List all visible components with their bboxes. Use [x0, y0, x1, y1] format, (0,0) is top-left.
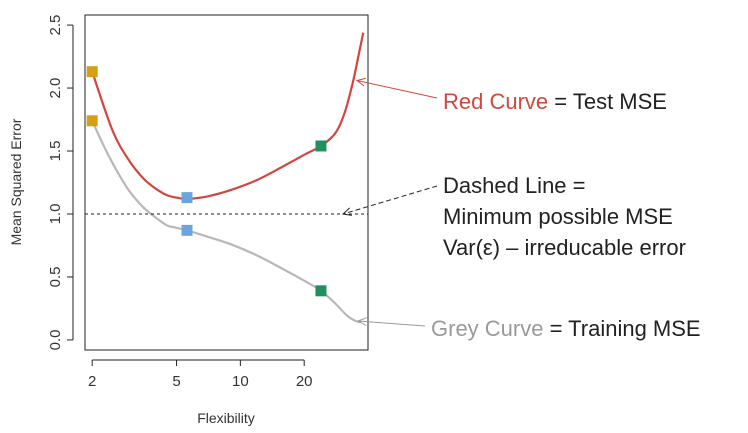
annotation-arrow-line	[358, 320, 426, 327]
x-axis: 2 5 10 20	[88, 359, 313, 390]
series-layer	[85, 32, 368, 324]
data-marker	[315, 140, 327, 152]
grey-curve-desc: = Training MSE	[543, 316, 701, 341]
y-tick-label: 2.5	[47, 15, 64, 36]
y-tick-label: 2.0	[47, 78, 64, 99]
red-curve-desc: = Test MSE	[548, 89, 667, 114]
x-axis-label: Flexibility	[197, 410, 255, 426]
plot-frame	[84, 14, 369, 351]
x-tick-label: 20	[296, 373, 313, 390]
dashed-line-desc: Minimum possible MSE	[443, 204, 673, 229]
annotation-arrow-line	[342, 185, 438, 215]
y-tick-label: 0.0	[47, 329, 64, 350]
data-marker	[86, 115, 98, 127]
annotation-arrows	[341, 77, 438, 327]
red-curve-label: Red Curve	[443, 89, 549, 114]
y-tick-label: 0.5	[47, 267, 64, 288]
red-curve-annotation: Red Curve = Test MSE	[443, 86, 667, 117]
data-marker	[181, 224, 193, 236]
x-tick-label: 10	[232, 373, 249, 390]
annotation-arrow-head	[341, 207, 352, 216]
grey-curve-annotation: Grey Curve = Training MSE	[431, 313, 701, 344]
y-axis: 0.0 0.5 1.0 1.5 2.0 2.5	[47, 15, 74, 350]
dashed-line-var: Var(ε) – irreducable error	[443, 235, 686, 260]
y-axis-label: Mean Squared Error	[8, 118, 24, 245]
grey-curve-label: Grey Curve	[431, 316, 544, 341]
data-marker	[315, 285, 327, 297]
annotation-arrow-head	[357, 317, 367, 326]
series-train-line	[91, 120, 362, 324]
data-marker	[181, 192, 193, 204]
annotation-arrow-line	[356, 80, 438, 99]
series-test-line	[91, 32, 365, 201]
x-tick-label: 5	[172, 373, 180, 390]
data-marker	[86, 66, 98, 78]
dashed-line-annotation: Dashed Line = Minimum possible MSE Var(ε…	[443, 170, 686, 263]
y-tick-label: 1.0	[47, 204, 64, 225]
x-tick-label: 2	[88, 373, 96, 390]
y-tick-label: 1.5	[47, 141, 64, 162]
marker-layer	[86, 66, 327, 297]
annotation-arrow-head	[355, 77, 366, 87]
dashed-line-title: Dashed Line =	[443, 173, 586, 198]
